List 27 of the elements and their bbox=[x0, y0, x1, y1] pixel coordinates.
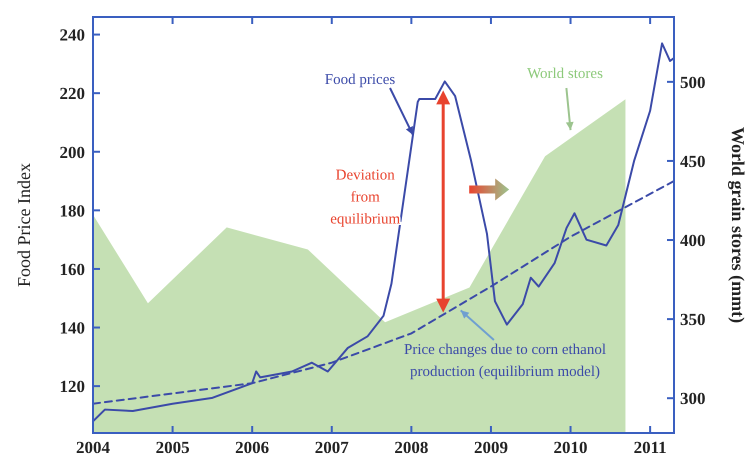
x-tick-label: 2010 bbox=[554, 438, 588, 457]
y2-tick-label: 350 bbox=[680, 310, 706, 330]
x-tick-label: 2004 bbox=[76, 438, 110, 457]
y2-tick-label: 500 bbox=[680, 72, 706, 92]
y2-axis-title: World grain stores (mmt) bbox=[728, 126, 748, 324]
x-tick-label: 2007 bbox=[314, 438, 350, 457]
line-series bbox=[92, 42, 675, 422]
series-label: World stores bbox=[527, 66, 604, 82]
annotation: Deviation from equilibrium bbox=[330, 168, 401, 228]
y-tick-label: 240 bbox=[60, 26, 85, 45]
series-label: Price changes due to corn ethanol production (equilibrium model) bbox=[404, 342, 606, 380]
y2-tick-label: 400 bbox=[680, 231, 706, 250]
y-tick-label: 160 bbox=[60, 260, 85, 279]
x-tick-label: 2008 bbox=[394, 438, 428, 457]
y-tick-label: 120 bbox=[60, 377, 85, 396]
x-tick-label: 2011 bbox=[634, 438, 667, 457]
x-tick-label: 2005 bbox=[156, 438, 190, 457]
y2-tick-label: 300 bbox=[680, 389, 706, 408]
y-axis-title: Food Price Index bbox=[14, 163, 34, 287]
y-tick-label: 140 bbox=[60, 318, 85, 338]
y-tick-label: 200 bbox=[60, 142, 85, 162]
y-tick-label: 220 bbox=[60, 84, 85, 104]
y2-tick-label: 450 bbox=[680, 152, 706, 171]
y-tick-label: 180 bbox=[60, 201, 85, 220]
x-tick-label: 2009 bbox=[474, 438, 508, 457]
series-label: Food prices bbox=[324, 72, 396, 88]
x-tick-label: 2006 bbox=[235, 438, 270, 457]
